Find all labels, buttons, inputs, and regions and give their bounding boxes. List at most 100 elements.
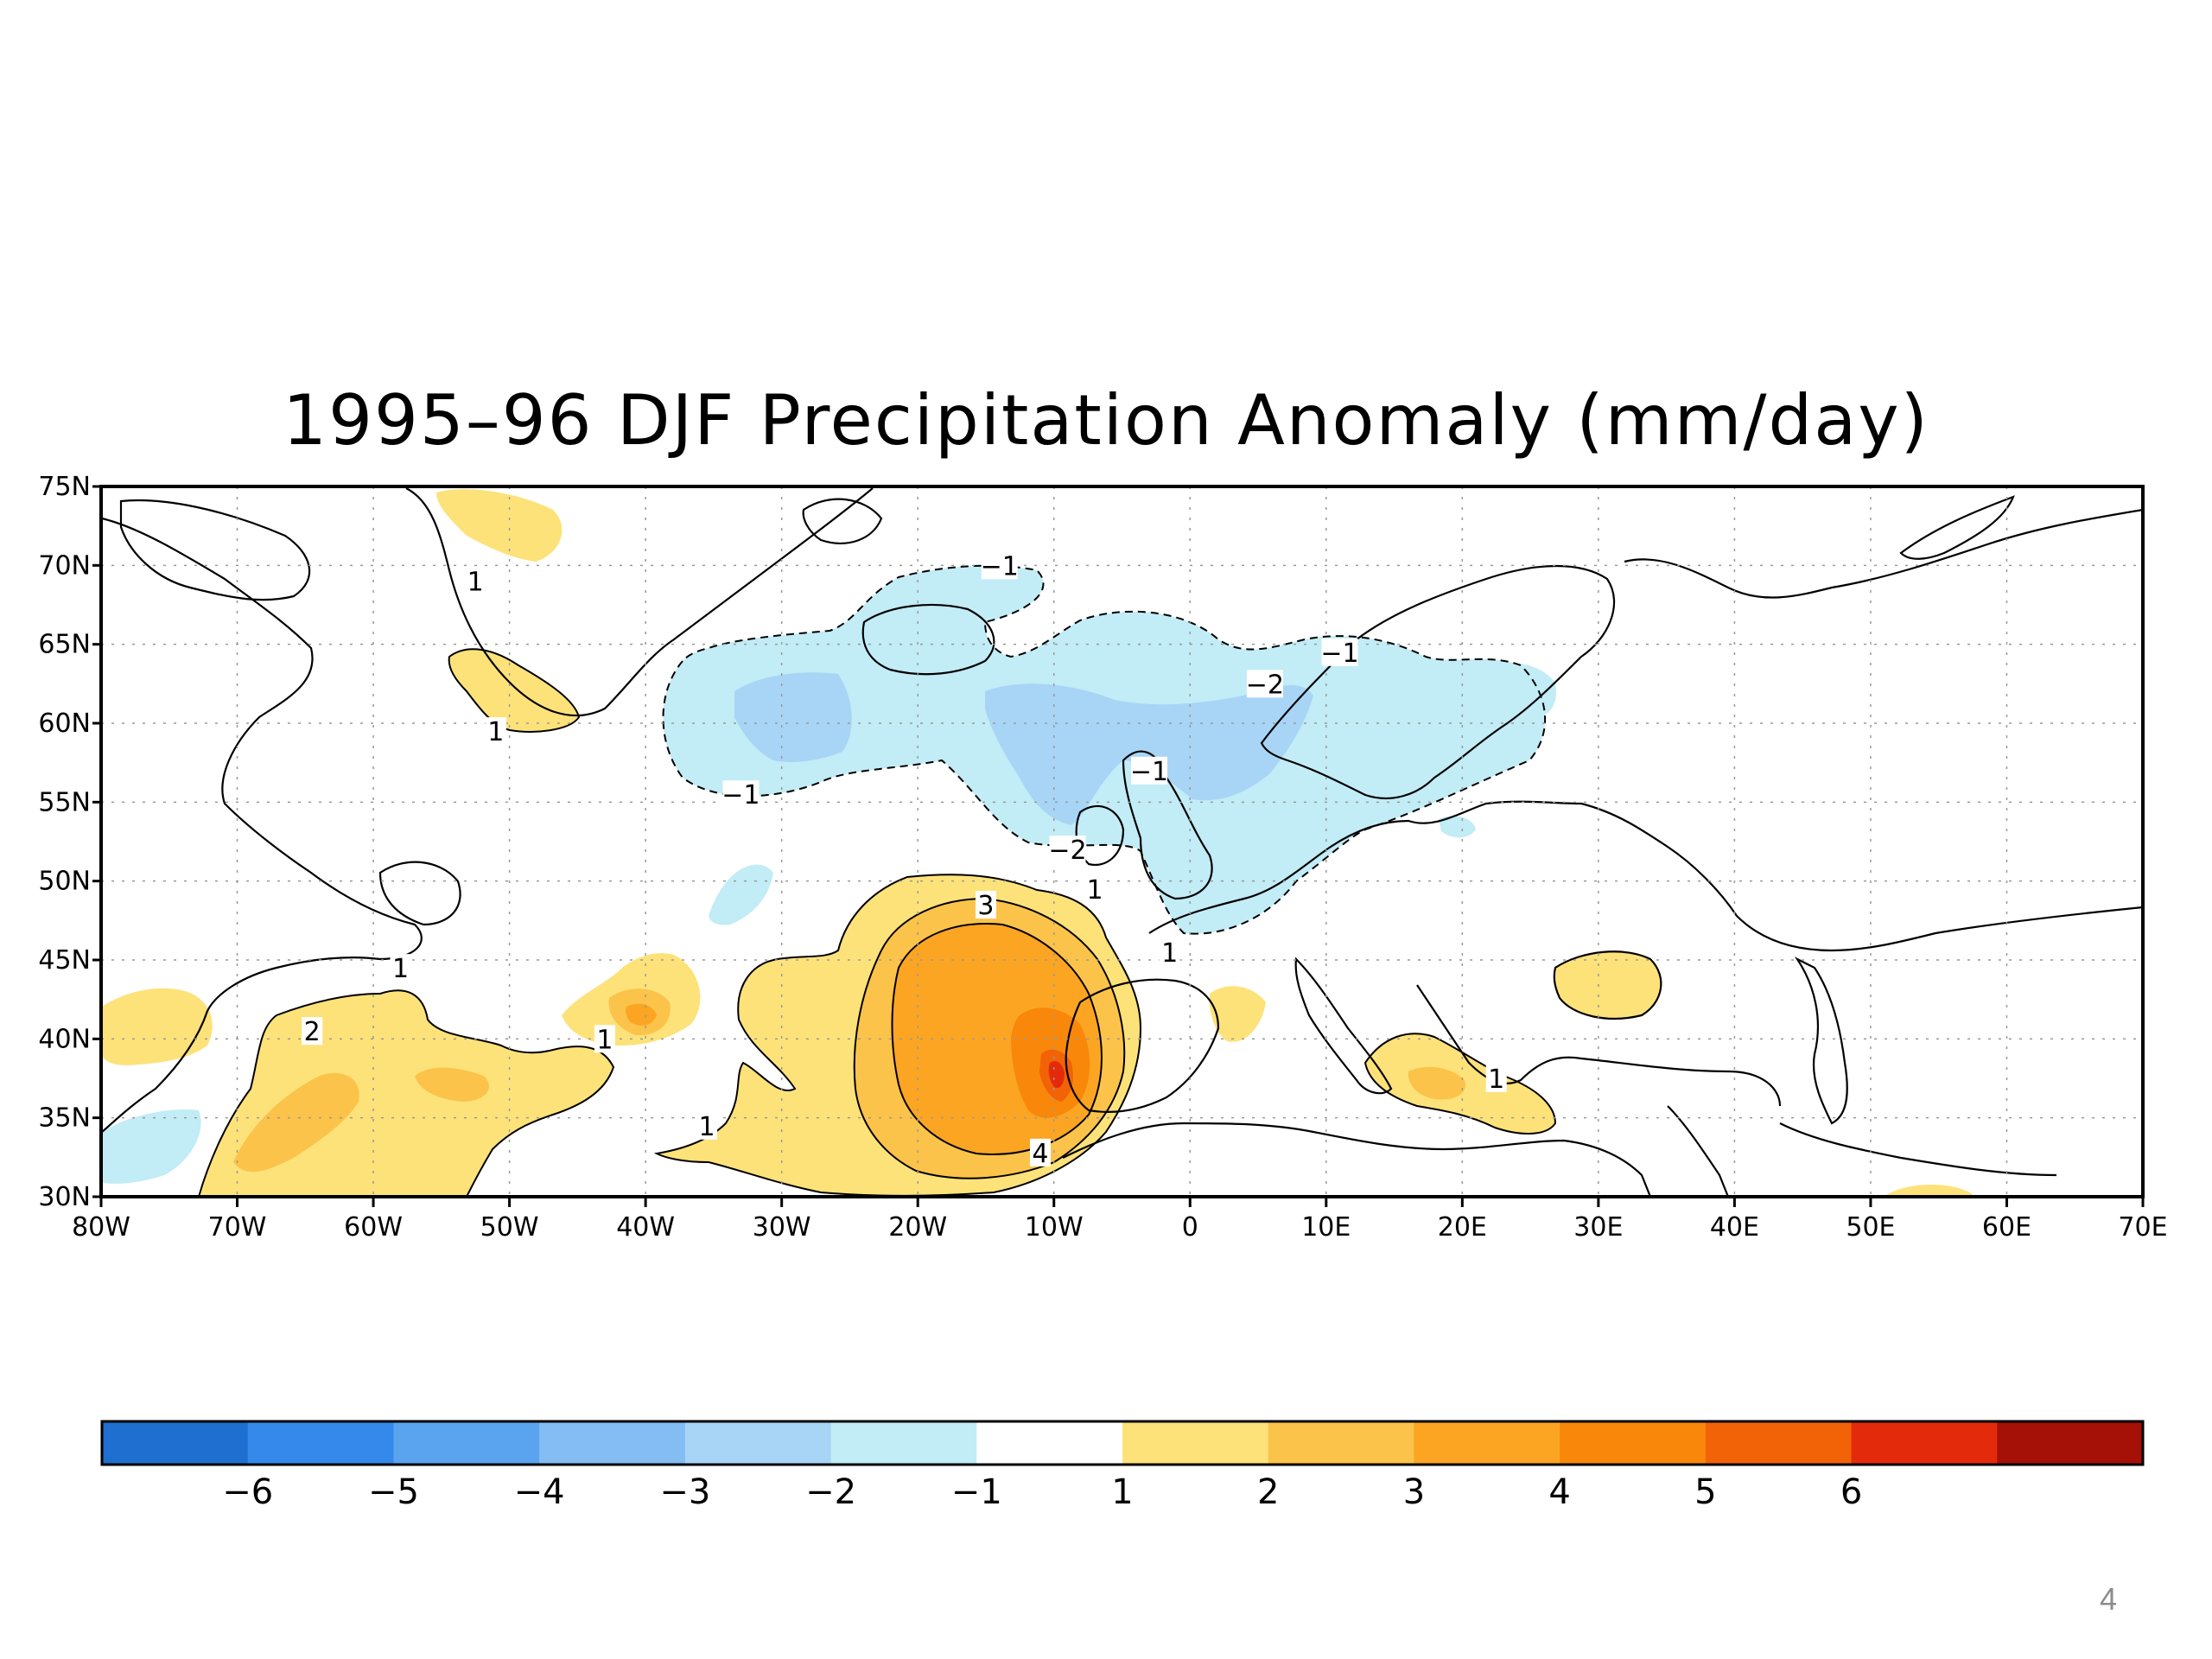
contour-label-bg bbox=[1029, 1138, 1051, 1166]
x-tick-label: 10W bbox=[1025, 1212, 1084, 1243]
colorbar-label: 1 bbox=[1111, 1472, 1133, 1512]
contour-label-bg bbox=[302, 1017, 323, 1046]
coastline-black-sea bbox=[1553, 950, 1662, 1020]
contour-label: 1 bbox=[392, 954, 409, 984]
positive-anomaly-western-atlantic-level3 bbox=[283, 1101, 324, 1129]
contour-label: 4 bbox=[1032, 1139, 1048, 1169]
contour-label-bg bbox=[1321, 638, 1358, 666]
y-tick-label: 55N bbox=[38, 787, 91, 817]
coastline-novaya-zemlya bbox=[1899, 495, 2015, 560]
colorbar-swatch bbox=[976, 1421, 1123, 1465]
contour-label: −1 bbox=[721, 780, 760, 810]
x-tick-label: 50E bbox=[1846, 1212, 1895, 1243]
colorbar-swatch bbox=[393, 1421, 540, 1465]
colorbar-swatch bbox=[830, 1421, 977, 1465]
negative-anomaly-blob-poland bbox=[1439, 816, 1476, 838]
x-tick-label: 30W bbox=[753, 1212, 811, 1243]
contour-label: −2 bbox=[1246, 670, 1284, 700]
contour-label: 1 bbox=[698, 1112, 715, 1142]
y-axis: 75N 70N 65N 60N 55N 50N 45N 40N 35N 30N bbox=[38, 472, 101, 1212]
contour-label: −1 bbox=[1130, 757, 1168, 787]
positive-anomaly-black-sea bbox=[1554, 951, 1662, 1019]
negative-anomaly-core-west bbox=[734, 672, 852, 762]
colorbar-label: −1 bbox=[951, 1472, 1002, 1512]
contour-label: 1 bbox=[467, 568, 484, 598]
colorbar-swatch bbox=[1268, 1421, 1414, 1465]
y-tick-label: 75N bbox=[38, 472, 91, 502]
y-tick-label: 70N bbox=[38, 550, 91, 581]
page-number: 4 bbox=[2099, 1581, 2117, 1617]
y-tick-label: 65N bbox=[38, 630, 91, 660]
contour-label: 2 bbox=[304, 1017, 321, 1047]
contour-label-bg bbox=[594, 1025, 615, 1053]
x-axis: 80W 70W 60W 50W 40W 30W 20W 10W 0 10E 20E 30E 40E 50E… bbox=[72, 1197, 2168, 1243]
contour-pos1-greenland-south bbox=[448, 648, 581, 733]
negative-anomaly-blob-west bbox=[709, 864, 773, 925]
y-tick-label: 35N bbox=[38, 1103, 91, 1134]
colorbar-swatch bbox=[1997, 1421, 2144, 1465]
contour-label-bg bbox=[1131, 756, 1168, 785]
coastline-africa bbox=[1062, 1122, 1652, 1197]
coastline-iceland bbox=[861, 603, 995, 676]
contour-label-bg bbox=[722, 780, 760, 809]
contour-label: 3 bbox=[977, 891, 994, 921]
negative-anomaly-blob-southwest bbox=[102, 1109, 201, 1184]
y-tick-label: 45N bbox=[38, 945, 91, 976]
contour-label: 1 bbox=[1161, 938, 1178, 969]
colorbar-label: −2 bbox=[805, 1472, 856, 1512]
x-tick-label: 0 bbox=[1182, 1212, 1198, 1243]
map-title: 1995–96 DJF Precipitation Anomaly (mm/da… bbox=[283, 380, 1929, 461]
contour-label-bg bbox=[390, 954, 411, 982]
colorbar-swatch bbox=[1851, 1421, 1998, 1465]
positive-anomaly-sardinia bbox=[1209, 986, 1266, 1042]
x-tick-label: 20E bbox=[1438, 1212, 1487, 1243]
contour-label-bg bbox=[1084, 874, 1105, 903]
x-tick-label: 60E bbox=[1982, 1212, 2031, 1243]
colorbar-swatch bbox=[247, 1421, 394, 1465]
colorbar-label: 2 bbox=[1257, 1472, 1279, 1512]
x-tick-label: 70E bbox=[2118, 1212, 2167, 1243]
x-tick-label: 40W bbox=[616, 1212, 675, 1243]
graticule bbox=[101, 486, 2143, 1197]
coastline-arctic-russia bbox=[1624, 508, 2143, 599]
contour-label: −2 bbox=[1048, 836, 1086, 866]
x-tick-label: 70W bbox=[208, 1212, 267, 1243]
positive-anomaly-greenland-south bbox=[448, 649, 579, 732]
colorbar-frame bbox=[100, 1420, 2145, 1466]
contour-label-bg bbox=[696, 1111, 718, 1140]
colorbar-swatch bbox=[684, 1421, 832, 1465]
coastline-middle-east bbox=[1667, 1105, 2057, 1197]
positive-anomaly-iberia-level6 bbox=[1048, 1061, 1065, 1089]
colorbar-swatch bbox=[539, 1421, 686, 1465]
contour-neg1-north-atlantic bbox=[662, 564, 1547, 935]
contour-label: −1 bbox=[981, 551, 1019, 582]
colorbar-swatch bbox=[102, 1421, 249, 1465]
negative-anomaly-blob-baltic bbox=[1478, 663, 1556, 718]
coastlines bbox=[101, 487, 2143, 1197]
contour-label: 1 bbox=[487, 717, 504, 747]
contour-label-bg bbox=[1246, 670, 1283, 698]
colorbar-label: 5 bbox=[1694, 1472, 1716, 1512]
x-tick-label: 10E bbox=[1301, 1212, 1351, 1243]
contour-pos3-iberia bbox=[891, 923, 1103, 1155]
plot-frame bbox=[99, 485, 2145, 1198]
y-tick-label: 40N bbox=[38, 1024, 91, 1054]
contour-label: 1 bbox=[1488, 1065, 1504, 1095]
negative-anomaly-core-east bbox=[985, 683, 1313, 825]
coastline-greenland bbox=[405, 487, 874, 717]
coastline-svalbard bbox=[802, 498, 883, 544]
coastline-caspian bbox=[1794, 957, 1848, 1125]
y-tick-label: 50N bbox=[38, 867, 91, 897]
coastline-baffin bbox=[119, 499, 311, 601]
contour-label: 1 bbox=[1086, 875, 1103, 906]
colorbar-swatch bbox=[1705, 1421, 1853, 1465]
x-tick-label: 20W bbox=[888, 1212, 947, 1243]
positive-anomaly-mediterranean-level2 bbox=[1408, 1066, 1465, 1100]
positive-anomaly-greenland-north bbox=[436, 489, 563, 562]
contour-pos1-mediterranean bbox=[1363, 1033, 1557, 1135]
coastline-scandinavia bbox=[1260, 564, 1616, 799]
contour-label-bg bbox=[485, 717, 506, 746]
contour-label-bg bbox=[1485, 1065, 1507, 1092]
